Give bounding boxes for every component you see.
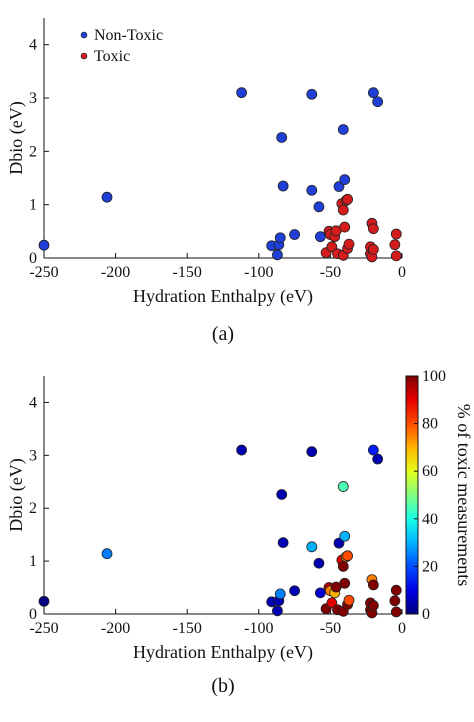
data-point — [372, 96, 384, 108]
data-point — [333, 181, 345, 192]
data-point — [390, 250, 402, 262]
data-point — [337, 481, 349, 492]
data-point — [306, 184, 318, 196]
x-axis-label: Hydration Enthalpy (eV) — [133, 286, 313, 307]
data-point — [342, 193, 353, 205]
data-point — [390, 606, 402, 618]
colorbar-tick-label: 100 — [422, 368, 446, 385]
data-point — [343, 594, 355, 606]
data-point — [313, 201, 325, 213]
data-point — [289, 585, 301, 597]
data-point — [276, 489, 288, 500]
data-point — [333, 537, 345, 549]
data-point — [276, 132, 288, 143]
data-point — [314, 231, 326, 243]
colorbar-tick-label: 20 — [422, 558, 438, 575]
data-point — [339, 530, 351, 542]
data-point — [289, 229, 301, 240]
data-point — [390, 584, 402, 596]
y-tick-label: 2 — [29, 500, 37, 517]
data-point — [367, 444, 379, 456]
data-point — [38, 595, 50, 607]
data-point — [337, 204, 349, 216]
data-point — [389, 595, 401, 607]
y-tick-label: 3 — [29, 90, 37, 107]
y-axis-label: Dbio (eV) — [6, 101, 27, 174]
x-tick-label: -250 — [29, 264, 58, 281]
data-point — [236, 87, 248, 99]
colorbar-label: % of toxic measurements — [454, 404, 474, 586]
data-point — [101, 548, 113, 560]
x-tick-label: 0 — [398, 620, 406, 637]
legend-label: Non-Toxic — [94, 27, 163, 44]
data-point — [367, 600, 379, 611]
data-point — [274, 588, 286, 600]
data-point — [367, 244, 379, 255]
data-point — [337, 124, 349, 135]
panel-caption: (b) — [211, 675, 234, 697]
data-point — [101, 191, 113, 203]
data-point — [38, 239, 50, 251]
y-tick-label: 3 — [29, 447, 37, 464]
panel-a: -250 -200 -150 -100 -50 0 0 1 2 3 4 Hydration Entha… — [6, 18, 406, 345]
data-point — [367, 579, 379, 591]
data-point — [272, 605, 283, 617]
legend-marker — [80, 31, 88, 39]
data-point — [326, 241, 338, 253]
data-point — [277, 180, 289, 192]
data-point — [342, 550, 353, 562]
x-tick-label: -50 — [320, 264, 341, 281]
data-point — [314, 587, 326, 599]
legend-label: Toxic — [94, 48, 130, 65]
panel-caption: (a) — [212, 323, 234, 345]
y-tick-label: 1 — [29, 197, 37, 214]
data-point — [272, 249, 283, 261]
data-point — [306, 541, 318, 553]
x-tick-label: 0 — [398, 264, 406, 281]
data-point — [326, 597, 338, 609]
data-point — [306, 88, 318, 100]
x-axis-label: Hydration Enthalpy (eV) — [133, 642, 313, 663]
colorbar-tick-label: 0 — [422, 606, 430, 623]
colorbar-tick-label: 40 — [422, 511, 438, 528]
x-tick-label: -100 — [244, 620, 273, 637]
data-point — [236, 444, 248, 456]
data-point — [390, 228, 402, 240]
data-point — [339, 174, 351, 186]
data-point — [277, 537, 289, 548]
colorbar-tick-label: 80 — [422, 416, 438, 433]
y-axis-label: Dbio (eV) — [6, 458, 27, 531]
data-point — [367, 223, 379, 235]
data-point — [313, 557, 325, 569]
data-point — [389, 239, 401, 251]
data-point — [339, 221, 351, 233]
colorbar — [405, 375, 419, 615]
data-point — [367, 87, 379, 99]
data-point — [343, 238, 355, 250]
colorbar-tick-label: 60 — [422, 463, 438, 480]
y-tick-label: 4 — [29, 37, 37, 54]
x-tick-label: -50 — [320, 620, 341, 637]
y-tick-label: 1 — [29, 553, 37, 570]
data-point — [337, 561, 349, 572]
y-tick-label: 0 — [29, 250, 37, 267]
x-tick-label: -250 — [29, 620, 58, 637]
data-point — [339, 577, 351, 589]
y-tick-label: 4 — [29, 394, 37, 411]
y-tick-label: 0 — [29, 606, 37, 623]
x-tick-label: -200 — [101, 264, 130, 281]
x-tick-label: -150 — [173, 620, 202, 637]
x-tick-label: -100 — [244, 264, 273, 281]
x-tick-label: -200 — [101, 620, 130, 637]
legend-marker — [80, 52, 88, 60]
data-point — [306, 446, 318, 458]
y-tick-label: 2 — [29, 143, 37, 160]
data-point — [372, 453, 384, 465]
x-tick-label: -150 — [173, 264, 202, 281]
data-point — [274, 232, 286, 244]
